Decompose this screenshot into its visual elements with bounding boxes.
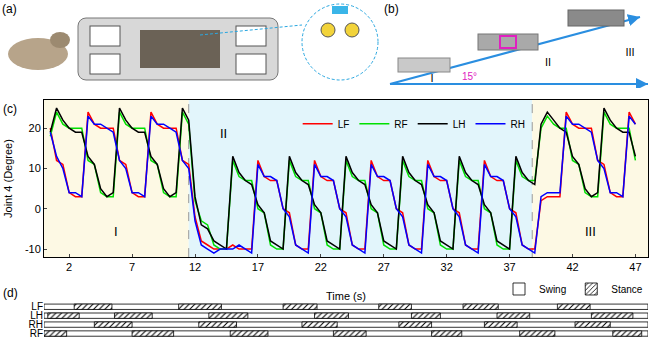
svg-text:(c): (c) bbox=[3, 102, 17, 116]
svg-text:Time (s): Time (s) bbox=[326, 290, 366, 302]
svg-text:0: 0 bbox=[35, 203, 41, 215]
svg-text:Joint 4 (Degree): Joint 4 (Degree) bbox=[2, 139, 14, 218]
svg-text:15°: 15° bbox=[462, 71, 477, 82]
svg-text:2: 2 bbox=[66, 261, 72, 273]
svg-text:RF: RF bbox=[30, 328, 43, 339]
svg-text:(d): (d) bbox=[3, 286, 18, 300]
svg-text:7: 7 bbox=[129, 261, 135, 273]
svg-text:Swing: Swing bbox=[539, 284, 566, 295]
svg-text:Stance: Stance bbox=[611, 284, 643, 295]
svg-text:III: III bbox=[625, 46, 634, 58]
svg-text:42: 42 bbox=[566, 261, 578, 273]
svg-text:32: 32 bbox=[441, 261, 453, 273]
svg-text:17: 17 bbox=[252, 261, 264, 273]
svg-text:LF: LF bbox=[338, 119, 350, 130]
svg-text:20: 20 bbox=[29, 122, 41, 134]
svg-text:12: 12 bbox=[189, 261, 201, 273]
svg-text:LF: LF bbox=[31, 301, 43, 312]
svg-text:I: I bbox=[114, 224, 118, 239]
svg-text:37: 37 bbox=[503, 261, 515, 273]
svg-text:-10: -10 bbox=[25, 243, 41, 255]
svg-text:LH: LH bbox=[453, 119, 466, 130]
svg-text:I: I bbox=[430, 72, 433, 84]
svg-text:(b): (b) bbox=[384, 2, 399, 16]
svg-text:LH: LH bbox=[30, 310, 43, 321]
svg-text:27: 27 bbox=[378, 261, 390, 273]
svg-text:22: 22 bbox=[315, 261, 327, 273]
svg-text:RH: RH bbox=[29, 319, 43, 330]
svg-text:RF: RF bbox=[394, 119, 407, 130]
svg-text:II: II bbox=[545, 56, 551, 68]
svg-text:RH: RH bbox=[510, 119, 524, 130]
svg-text:III: III bbox=[585, 224, 596, 239]
svg-text:(a): (a) bbox=[2, 2, 17, 16]
svg-text:10: 10 bbox=[29, 162, 41, 174]
svg-text:II: II bbox=[220, 126, 227, 141]
svg-text:47: 47 bbox=[629, 261, 641, 273]
